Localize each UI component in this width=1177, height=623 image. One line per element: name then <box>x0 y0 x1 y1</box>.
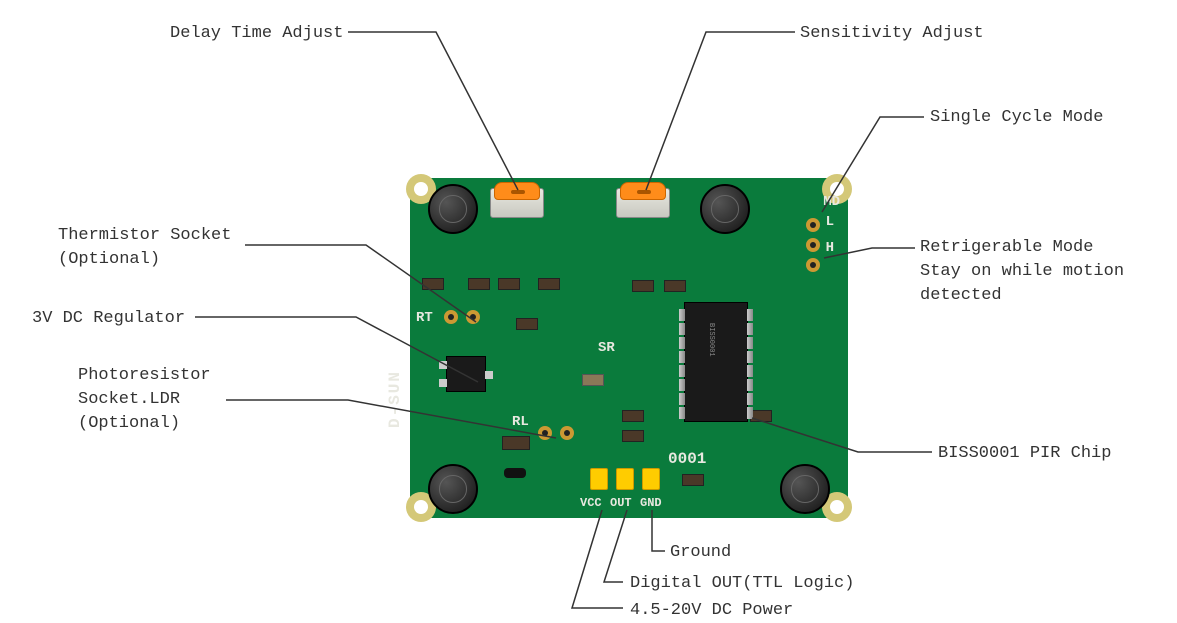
silk-md: MD <box>823 194 840 210</box>
silk-vcc: VCC <box>580 496 602 510</box>
silk-code: 0001 <box>668 450 706 468</box>
capacitor-tr <box>700 184 750 234</box>
capacitor-bl <box>428 464 478 514</box>
header-pin-gnd <box>642 468 660 490</box>
silk-dsun: D-SUN <box>386 370 404 428</box>
smd-r6 <box>664 280 686 292</box>
header-pin-vcc <box>590 468 608 490</box>
smd-r11 <box>682 474 704 486</box>
rl-hole-1 <box>538 426 552 440</box>
silk-gnd: GND <box>640 496 662 510</box>
label-biss: BISS0001 PIR Chip <box>938 442 1111 466</box>
capacitor-br <box>780 464 830 514</box>
smd-r8 <box>622 410 644 422</box>
rt-hole-2 <box>466 310 480 324</box>
label-regulator: 3V DC Regulator <box>32 307 185 331</box>
smd-r1 <box>422 278 444 290</box>
jumper-pin-l <box>806 218 820 232</box>
silk-rt: RT <box>416 310 433 326</box>
label-dc-power: 4.5-20V DC Power <box>630 599 793 623</box>
label-ground: Ground <box>670 541 731 565</box>
silk-l: L <box>826 214 834 230</box>
smd-r3 <box>498 278 520 290</box>
diode <box>504 468 526 478</box>
silk-h: H <box>826 240 834 256</box>
jumper-pin-m <box>806 238 820 252</box>
biss0001-ic: BISS0001 <box>684 302 748 422</box>
label-retrig: Retrigerable Mode Stay on while motion d… <box>920 236 1124 307</box>
smd-r5 <box>632 280 654 292</box>
rl-hole-2 <box>560 426 574 440</box>
silk-sr: SR <box>598 340 615 356</box>
smd-r2 <box>468 278 490 290</box>
label-single-cycle: Single Cycle Mode <box>930 106 1103 130</box>
label-photoresistor: Photoresistor Socket.LDR (Optional) <box>78 364 211 435</box>
smd-r7 <box>516 318 538 330</box>
smd-r12 <box>750 410 772 422</box>
smd-r4 <box>538 278 560 290</box>
rt-hole-1 <box>444 310 458 324</box>
smd-r9 <box>622 430 644 442</box>
ic-text: BISS0001 <box>707 323 715 357</box>
smd-c1 <box>582 374 604 386</box>
capacitor-tl <box>428 184 478 234</box>
pot-delay <box>490 182 544 218</box>
pot-sensitivity <box>616 182 670 218</box>
label-delay-time: Delay Time Adjust <box>170 22 343 46</box>
silk-rl: RL <box>512 414 529 430</box>
silk-out: OUT <box>610 496 632 510</box>
label-sensitivity: Sensitivity Adjust <box>800 22 984 46</box>
pcb-board: MD L H RT SR D-SUN RL BISS0001 <box>410 178 848 518</box>
label-digital-out: Digital OUT(TTL Logic) <box>630 572 854 596</box>
regulator-chip <box>446 356 486 392</box>
smd-r10 <box>502 436 530 450</box>
header-pin-out <box>616 468 634 490</box>
jumper-pin-h <box>806 258 820 272</box>
label-thermistor: Thermistor Socket (Optional) <box>58 224 231 272</box>
